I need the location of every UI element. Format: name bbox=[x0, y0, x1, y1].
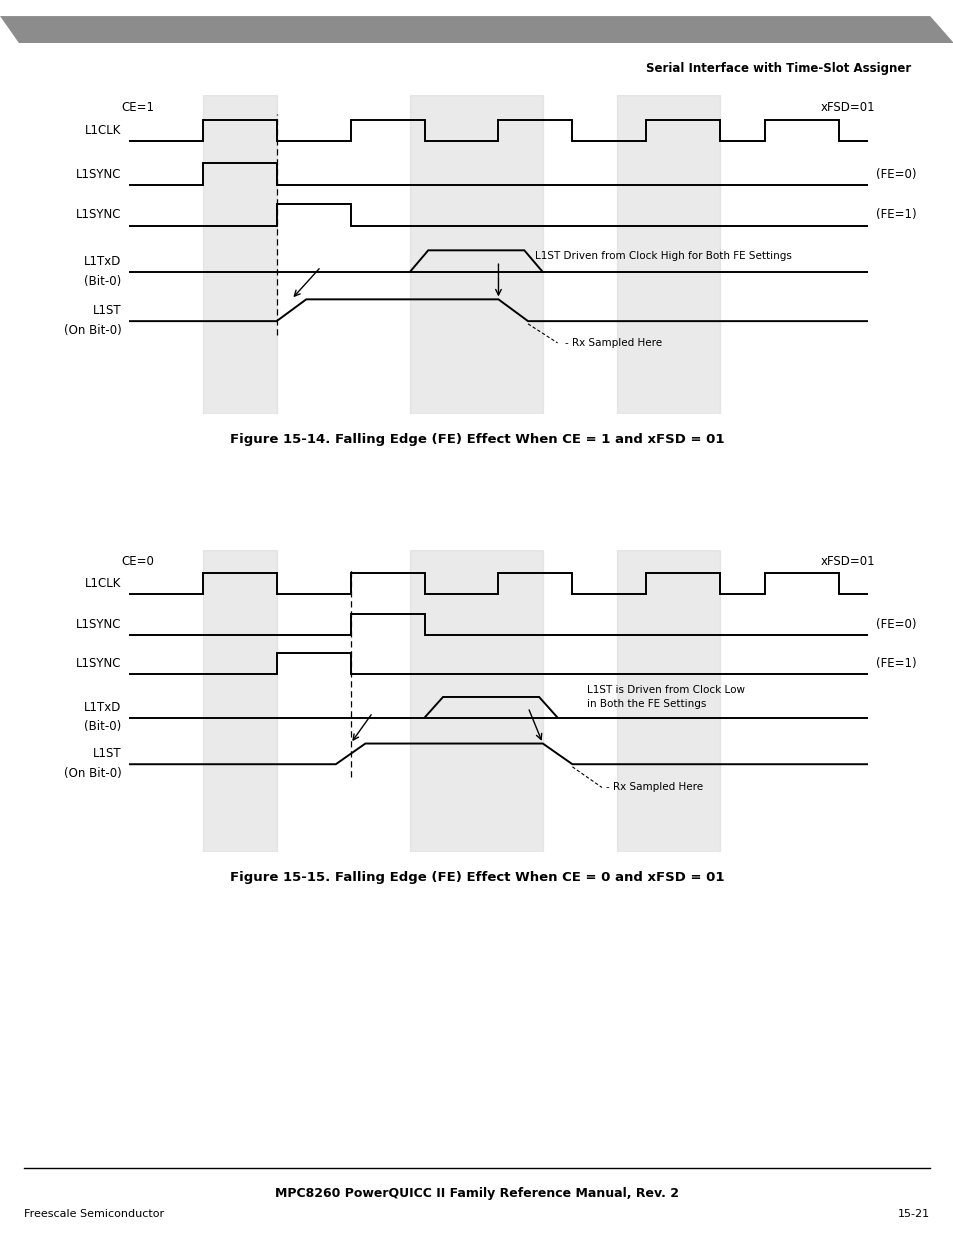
Bar bbox=[409, 95, 542, 414]
Text: L1ST Driven from Clock High for Both FE Settings: L1ST Driven from Clock High for Both FE … bbox=[535, 251, 792, 261]
Bar bbox=[202, 550, 276, 852]
Text: L1CLK: L1CLK bbox=[85, 124, 121, 137]
Text: L1SYNC: L1SYNC bbox=[76, 168, 121, 180]
Text: - Rx Sampled Here: - Rx Sampled Here bbox=[564, 338, 661, 348]
Text: (On Bit-0): (On Bit-0) bbox=[64, 324, 121, 337]
Text: xFSD=01: xFSD=01 bbox=[820, 100, 875, 114]
Bar bbox=[616, 95, 720, 414]
Text: (FE=1): (FE=1) bbox=[875, 657, 915, 669]
Text: L1CLK: L1CLK bbox=[85, 577, 121, 589]
Text: Freescale Semiconductor: Freescale Semiconductor bbox=[24, 1209, 164, 1219]
Bar bbox=[409, 550, 542, 852]
Text: L1ST: L1ST bbox=[92, 747, 121, 761]
Text: (FE=1): (FE=1) bbox=[875, 209, 915, 221]
Bar bbox=[616, 550, 720, 852]
Text: (Bit-0): (Bit-0) bbox=[84, 275, 121, 288]
Bar bbox=[202, 95, 276, 414]
Text: 15-21: 15-21 bbox=[897, 1209, 929, 1219]
Text: L1ST: L1ST bbox=[92, 304, 121, 316]
Polygon shape bbox=[0, 16, 953, 43]
Text: L1TxD: L1TxD bbox=[84, 254, 121, 268]
Text: Figure 15-15. Falling Edge (FE) Effect When CE = 0 and xFSD = 01: Figure 15-15. Falling Edge (FE) Effect W… bbox=[230, 871, 723, 884]
Text: (On Bit-0): (On Bit-0) bbox=[64, 767, 121, 779]
Text: CE=1: CE=1 bbox=[121, 100, 154, 114]
Text: Serial Interface with Time-Slot Assigner: Serial Interface with Time-Slot Assigner bbox=[645, 62, 910, 74]
Text: L1TxD: L1TxD bbox=[84, 700, 121, 714]
Text: CE=0: CE=0 bbox=[121, 555, 154, 568]
Text: MPC8260 PowerQUICC II Family Reference Manual, Rev. 2: MPC8260 PowerQUICC II Family Reference M… bbox=[274, 1187, 679, 1200]
Text: (Bit-0): (Bit-0) bbox=[84, 720, 121, 734]
Text: L1ST is Driven from Clock Low
in Both the FE Settings: L1ST is Driven from Clock Low in Both th… bbox=[587, 685, 744, 709]
Text: L1SYNC: L1SYNC bbox=[76, 657, 121, 669]
Text: - Rx Sampled Here: - Rx Sampled Here bbox=[605, 783, 702, 793]
Text: L1SYNC: L1SYNC bbox=[76, 618, 121, 631]
Text: (FE=0): (FE=0) bbox=[875, 618, 915, 631]
Text: xFSD=01: xFSD=01 bbox=[820, 555, 875, 568]
Text: Figure 15-14. Falling Edge (FE) Effect When CE = 1 and xFSD = 01: Figure 15-14. Falling Edge (FE) Effect W… bbox=[230, 432, 723, 446]
Text: (FE=0): (FE=0) bbox=[875, 168, 915, 180]
Text: L1SYNC: L1SYNC bbox=[76, 209, 121, 221]
